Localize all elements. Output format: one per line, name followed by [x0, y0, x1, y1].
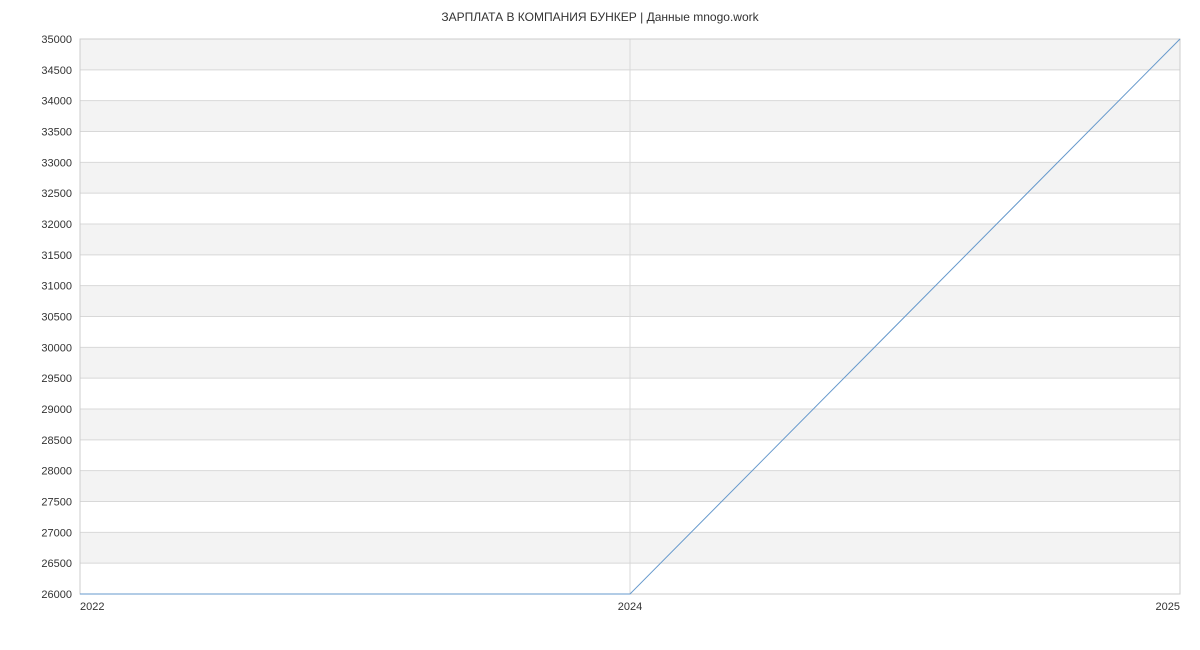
- svg-text:32500: 32500: [41, 188, 72, 200]
- svg-text:33500: 33500: [41, 127, 72, 139]
- chart-title: ЗАРПЛАТА В КОМПАНИЯ БУНКЕР | Данные mnog…: [0, 0, 1200, 24]
- svg-text:29000: 29000: [41, 404, 72, 416]
- svg-text:34500: 34500: [41, 65, 72, 77]
- svg-text:2025: 2025: [1156, 601, 1180, 613]
- svg-text:27500: 27500: [41, 497, 72, 509]
- svg-text:2022: 2022: [80, 601, 104, 613]
- svg-text:31500: 31500: [41, 250, 72, 262]
- svg-text:34000: 34000: [41, 96, 72, 108]
- svg-text:29500: 29500: [41, 373, 72, 385]
- svg-text:35000: 35000: [41, 34, 72, 46]
- svg-text:28500: 28500: [41, 435, 72, 447]
- svg-text:26000: 26000: [41, 589, 72, 601]
- svg-text:28000: 28000: [41, 466, 72, 478]
- chart-plot-area: 26000 26500 27000 27500 28000 28500 29000 29500…: [0, 24, 1200, 644]
- svg-text:30000: 30000: [41, 342, 72, 354]
- svg-text:27000: 27000: [41, 527, 72, 539]
- svg-text:32000: 32000: [41, 219, 72, 231]
- svg-text:30500: 30500: [41, 312, 72, 324]
- svg-text:26500: 26500: [41, 558, 72, 570]
- svg-text:33000: 33000: [41, 157, 72, 169]
- svg-text:2024: 2024: [618, 601, 642, 613]
- salary-chart: ЗАРПЛАТА В КОМПАНИЯ БУНКЕР | Данные mnog…: [0, 0, 1200, 650]
- svg-text:31000: 31000: [41, 281, 72, 293]
